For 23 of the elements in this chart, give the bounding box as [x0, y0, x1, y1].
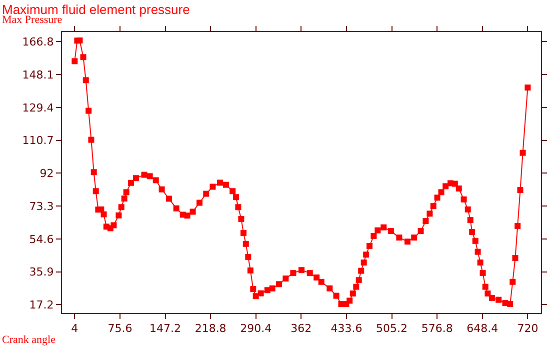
x-tick-label: 218.8	[194, 322, 226, 336]
x-tick-label: 720	[517, 322, 538, 336]
x-tick-label: 576.8	[421, 322, 453, 336]
x-tick-label: 75.6	[108, 322, 132, 336]
y-tick-label: 73.3	[29, 200, 54, 213]
y-tick-label: 35.9	[29, 266, 54, 279]
x-tick-label: 147.2	[150, 322, 182, 336]
x-axis-title: Crank angle	[2, 334, 56, 346]
y-tick-label: 54.6	[29, 232, 54, 246]
y-tick-label: 17.2	[29, 298, 54, 312]
x-tick-label: 505.2	[376, 322, 408, 336]
y-axis-title: Max Pressure	[2, 14, 62, 26]
y-tick-label: 148.1	[22, 68, 54, 82]
y-tick-label: 166.8	[22, 36, 54, 49]
y-tick-label: 110.7	[22, 134, 54, 148]
y-tick-label: 92	[40, 167, 54, 180]
x-tick-label: 433.6	[330, 322, 362, 336]
y-tick-label: 129.4	[22, 101, 54, 114]
chart-title: Maximum fluid element pressure	[2, 2, 190, 17]
x-tick-label: 362	[290, 322, 312, 336]
x-tick-label: 290.4	[240, 322, 272, 336]
x-tick-label: 648.4	[466, 322, 498, 336]
x-tick-label: 4	[71, 322, 78, 336]
